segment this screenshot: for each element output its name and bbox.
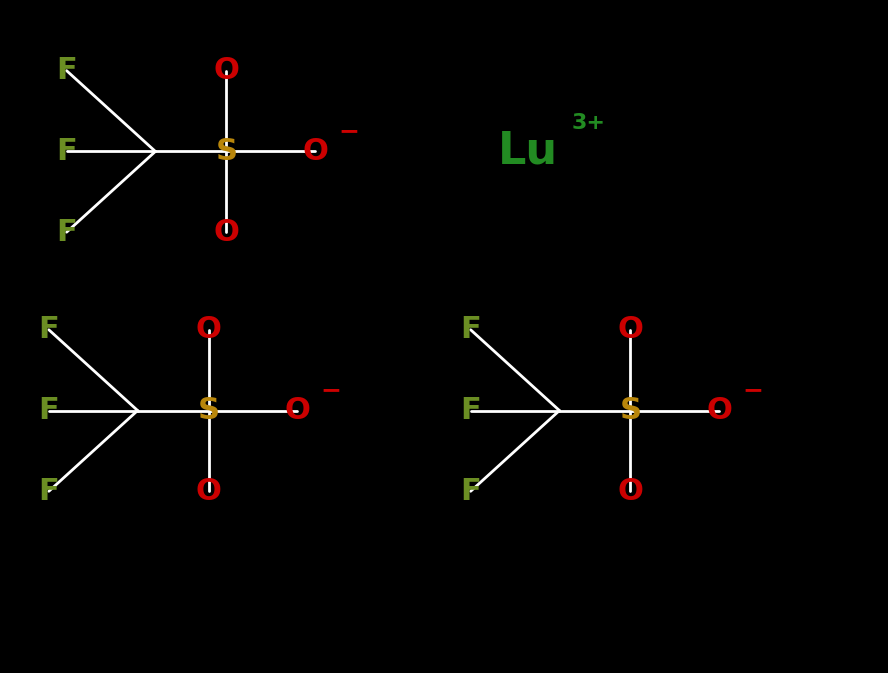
Text: F: F [38,396,59,425]
Text: F: F [38,315,59,345]
Text: O: O [195,476,222,506]
Text: −: − [742,378,764,402]
Text: S: S [198,396,219,425]
Text: F: F [56,137,77,166]
Text: O: O [213,56,240,85]
Text: S: S [216,137,237,166]
Text: F: F [38,476,59,506]
Text: O: O [617,476,644,506]
Text: O: O [617,315,644,345]
Text: −: − [321,378,342,402]
Text: F: F [56,56,77,85]
Text: O: O [706,396,733,425]
Text: −: − [338,119,360,143]
Text: 3+: 3+ [572,113,606,133]
Text: F: F [56,217,77,247]
Text: F: F [460,315,481,345]
Text: Lu: Lu [498,130,559,173]
Text: S: S [620,396,641,425]
Text: F: F [460,396,481,425]
Text: F: F [460,476,481,506]
Text: O: O [302,137,329,166]
Text: O: O [213,217,240,247]
Text: O: O [195,315,222,345]
Text: O: O [284,396,311,425]
